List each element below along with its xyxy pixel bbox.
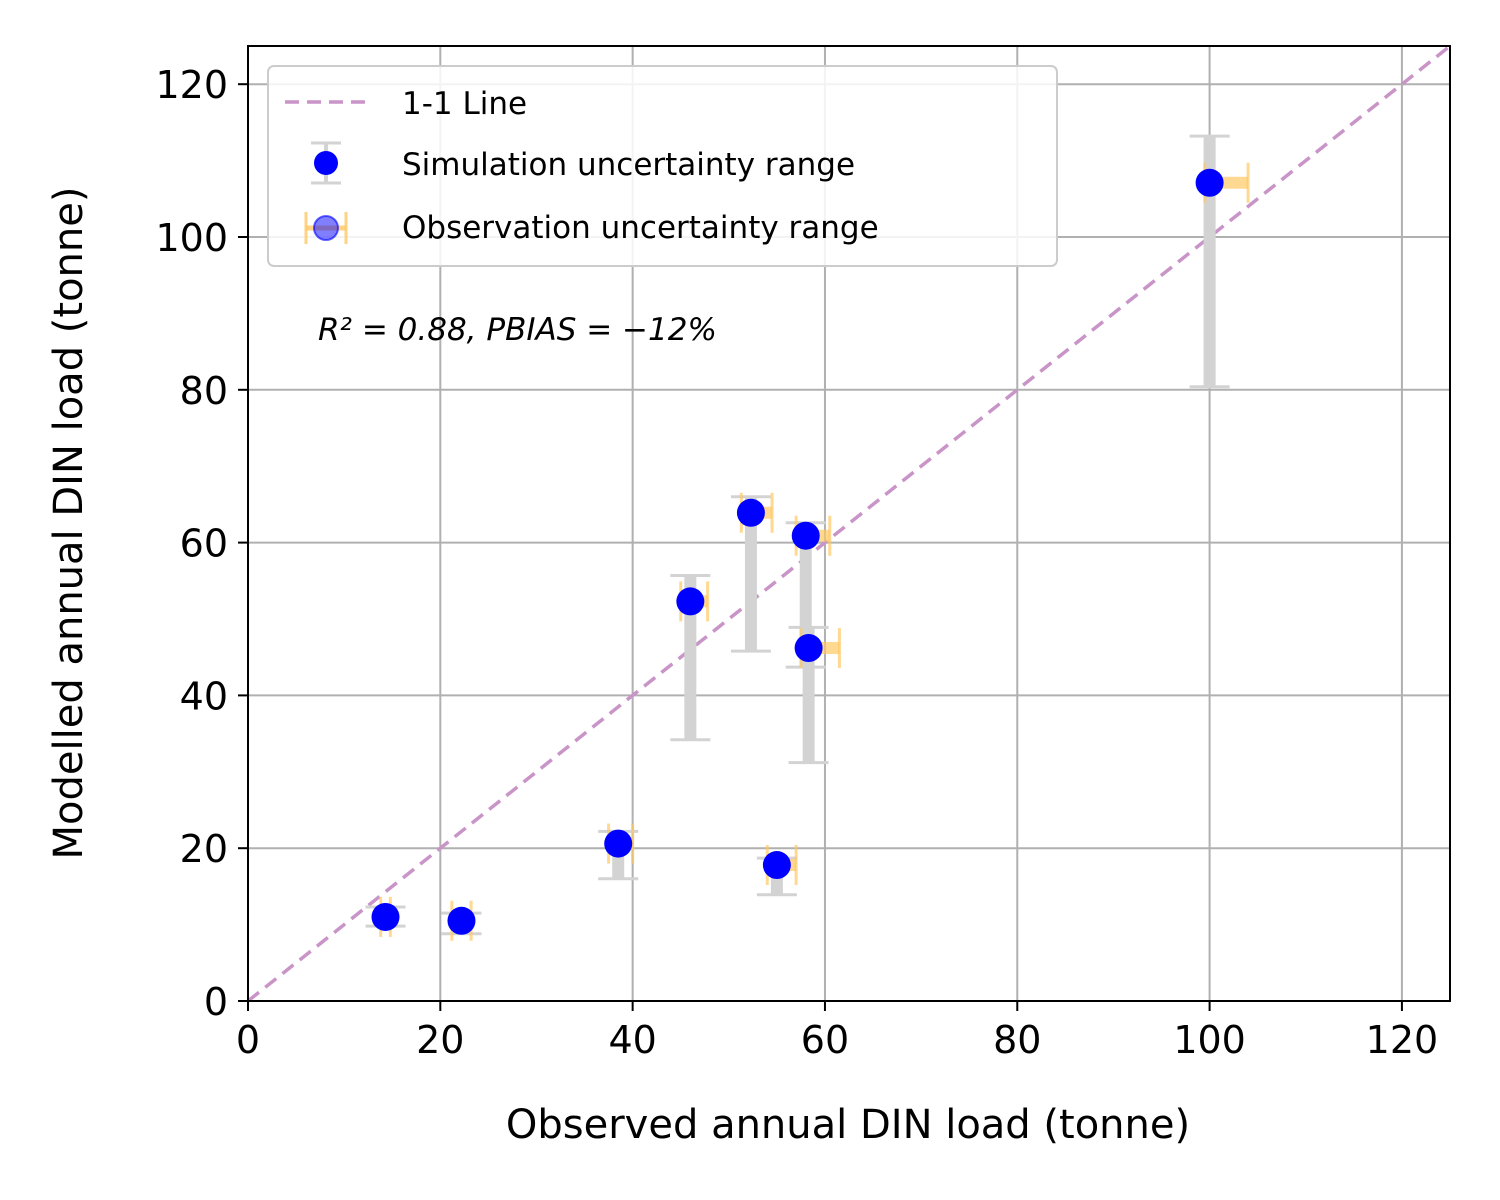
legend-box: [267, 65, 1058, 267]
y-tick-label: 100: [155, 216, 228, 260]
x-tick-label: 40: [608, 1018, 656, 1062]
x-tick-label: 100: [1173, 1018, 1246, 1062]
stats-annotation: R² = 0.88, PBIAS = −12%: [318, 312, 717, 348]
legend-obs-label: Observation uncertainty range: [402, 210, 879, 246]
data-point: [1195, 168, 1224, 197]
y-tick-label: 120: [155, 63, 228, 107]
data-points: [371, 168, 1224, 935]
y-tick-label: 20: [180, 827, 228, 871]
y-axis-label: Modelled annual DIN load (tonne): [46, 187, 92, 860]
y-tick-label: 40: [180, 674, 228, 718]
plot-frame: [247, 45, 1451, 1002]
x-tick-label: 80: [993, 1018, 1041, 1062]
x-axis-label: Observed annual DIN load (tonne): [506, 1102, 1190, 1148]
data-point: [791, 521, 820, 550]
y-tick-label: 60: [180, 522, 228, 566]
data-point: [736, 498, 765, 527]
data-point: [371, 902, 400, 931]
data-point: [447, 906, 476, 935]
data-point: [676, 587, 705, 616]
data-point: [762, 851, 791, 880]
x-tick-label: 120: [1366, 1018, 1439, 1062]
one-to-one-line-path: [246, 44, 1452, 1003]
x-tick-label: 20: [416, 1018, 464, 1062]
axis-ticks: 0 20 40 60 80 100 120 0 20 40 60 80 100 120: [155, 63, 1438, 1062]
x-tick-label: 60: [801, 1018, 849, 1062]
observation-error-bars: [379, 162, 1250, 941]
legend: 1-1 Line Simulation uncertainty range Ob…: [267, 65, 1058, 267]
y-tick-label: 80: [180, 369, 228, 413]
legend-sim-label: Simulation uncertainty range: [402, 147, 855, 183]
y-tick-label: 0: [204, 980, 228, 1024]
data-point: [604, 829, 633, 858]
legend-obs-swatch: [304, 212, 348, 244]
data-point: [794, 634, 823, 663]
x-tick-label: 0: [236, 1018, 260, 1062]
legend-sim-swatch: [311, 141, 341, 185]
one-to-one-line: [246, 44, 1452, 1003]
legend-line-label: 1-1 Line: [402, 86, 527, 122]
